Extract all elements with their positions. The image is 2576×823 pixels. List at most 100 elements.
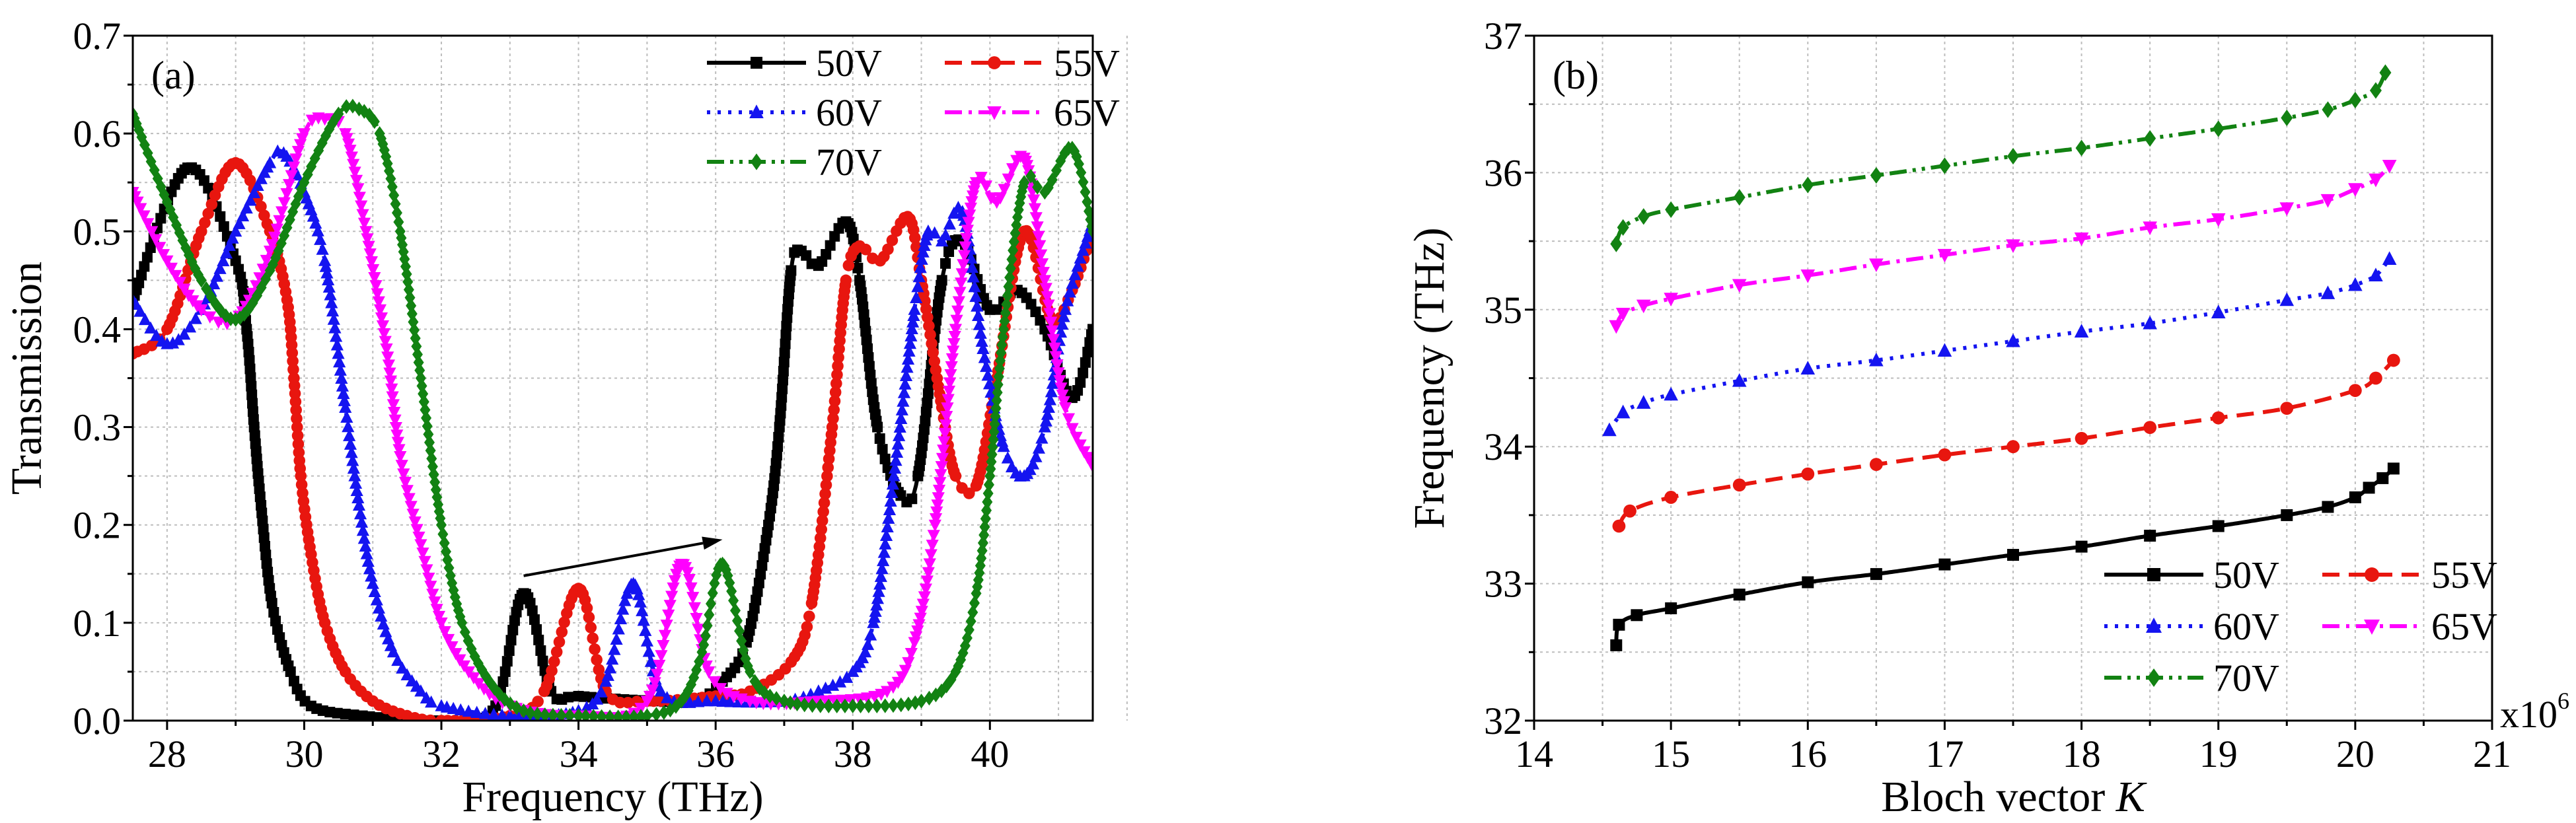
data-point-55V	[813, 540, 826, 553]
data-point-50V	[821, 249, 832, 260]
data-point-50V	[936, 275, 947, 286]
data-point-70V	[580, 708, 591, 721]
data-point-50V	[531, 624, 542, 635]
data-point-50V	[203, 182, 214, 194]
data-point-70V	[2212, 120, 2225, 137]
data-point-55V	[818, 497, 830, 509]
data-point-70V	[547, 707, 558, 721]
data-point-65V	[923, 558, 936, 571]
data-point-60V	[149, 328, 163, 341]
data-point-70V	[696, 645, 708, 660]
grid	[1533, 36, 2493, 721]
data-point-50V	[503, 645, 515, 657]
data-point-70V	[815, 698, 826, 713]
data-point-50V	[145, 242, 156, 253]
data-point-60V	[360, 547, 373, 559]
data-point-65V	[915, 606, 928, 618]
data-point-70V	[2281, 109, 2293, 127]
data-point-65V	[965, 196, 978, 209]
data-point-65V	[380, 343, 393, 356]
data-point-70V	[961, 630, 973, 646]
data-point-60V	[325, 296, 338, 308]
data-point-60V	[973, 318, 986, 330]
data-point-70V	[985, 461, 996, 477]
data-point-60V	[897, 394, 910, 407]
data-point-50V	[778, 357, 790, 368]
x-tick-label: 40	[971, 733, 1009, 775]
data-point-65V	[922, 567, 935, 579]
data-point-65V	[350, 174, 363, 188]
data-point-55V	[820, 479, 832, 491]
data-point-60V	[1937, 343, 1952, 357]
data-point-50V	[755, 569, 766, 580]
data-point-50V	[2349, 491, 2361, 503]
data-point-60V	[967, 270, 980, 283]
data-point-60V	[969, 289, 982, 303]
data-point-60V	[893, 420, 906, 433]
data-point-55V	[295, 470, 307, 482]
data-point-65V	[909, 631, 923, 644]
data-point-65V	[420, 564, 433, 577]
data-point-65V	[948, 331, 961, 343]
data-point-70V	[973, 572, 984, 588]
data-point-50V	[825, 240, 836, 251]
grid	[133, 36, 1128, 721]
data-point-60V	[632, 588, 645, 600]
data-point-60V	[391, 653, 404, 666]
data-point-70V	[443, 560, 455, 575]
data-point-55V	[289, 396, 302, 408]
data-point-70V	[431, 489, 443, 505]
data-point-65V	[655, 650, 668, 662]
data-point-65V	[276, 206, 289, 219]
data-point-60V	[356, 523, 369, 536]
data-point-65V	[161, 255, 174, 268]
x-tick-label: 16	[1788, 733, 1827, 775]
data-point-50V	[1610, 639, 1623, 651]
data-point-65V	[351, 183, 365, 196]
legend-marker	[2364, 620, 2380, 635]
data-point-60V	[400, 668, 414, 681]
x-tick-label: 36	[696, 733, 735, 775]
data-point-65V	[944, 369, 957, 382]
data-point-60V	[2279, 292, 2295, 306]
panel-b: 14 15 16 17 18 19 20 21 32 33 34 35 36 37 Bloch vector…	[1405, 15, 2569, 821]
data-point-65V	[940, 411, 953, 423]
data-point-65V	[1054, 382, 1068, 395]
data-point-60V	[144, 321, 157, 334]
data-point-60V	[640, 634, 654, 647]
data-point-65V	[1609, 320, 1624, 334]
data-point-50V	[388, 713, 400, 721]
legend-label: 60V	[2213, 605, 2279, 648]
data-point-55V	[830, 377, 842, 390]
data-point-70V	[525, 705, 536, 721]
data-point-65V	[381, 351, 394, 364]
data-point-60V	[874, 569, 887, 583]
legend-label: 50V	[2213, 554, 2279, 596]
data-point-70V	[2144, 129, 2156, 147]
data-point-65V	[1056, 389, 1069, 402]
data-point-60V	[330, 330, 343, 342]
data-point-50V	[262, 567, 274, 578]
data-point-65V	[406, 509, 420, 521]
data-point-50V	[242, 338, 254, 349]
data-point-55V	[145, 340, 158, 351]
data-point-50V	[527, 605, 538, 616]
data-point-60V	[997, 439, 1010, 452]
data-point-70V	[333, 106, 344, 122]
data-point-55V	[1801, 467, 1815, 481]
data-point-60V	[637, 614, 650, 626]
data-point-65V	[414, 539, 427, 552]
data-point-60V	[370, 593, 383, 606]
data-point-50V	[2007, 549, 2019, 561]
data-point-55V	[963, 487, 975, 499]
data-point-65V	[400, 485, 414, 497]
data-point-65V	[2074, 232, 2089, 246]
data-point-50V	[782, 312, 793, 323]
data-point-60V	[903, 336, 917, 349]
data-point-65V	[397, 468, 410, 481]
data-point-70V	[936, 683, 947, 699]
data-point-50V	[266, 598, 277, 609]
data-point-50V	[763, 519, 774, 530]
data-point-55V	[556, 626, 568, 638]
series-line-60V	[1607, 258, 2391, 432]
